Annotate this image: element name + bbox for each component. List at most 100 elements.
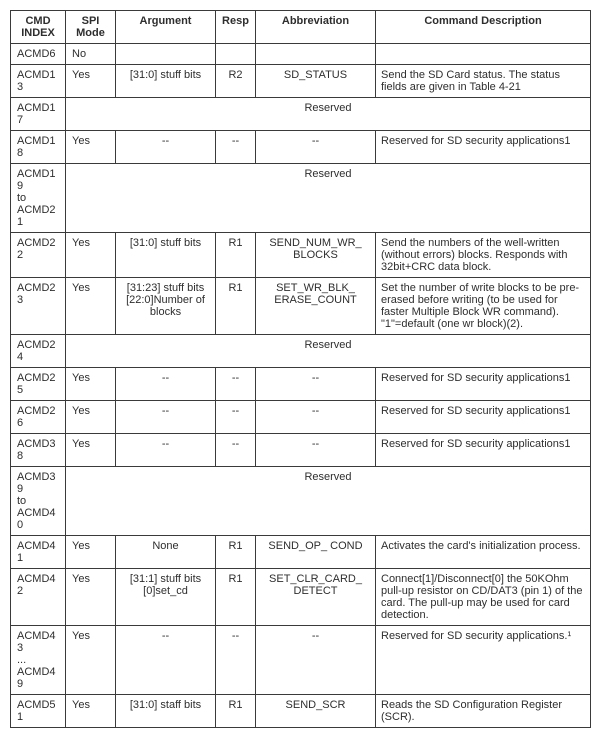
command-description: Reserved for SD security applications1 bbox=[376, 434, 591, 467]
argument: [31:23] stuff bits [22:0]Number of block… bbox=[116, 278, 216, 335]
table-row: ACMD6No bbox=[11, 44, 591, 65]
spi-mode: Yes bbox=[66, 401, 116, 434]
table-row: ACMD41YesNoneR1SEND_OP_ CONDActivates th… bbox=[11, 536, 591, 569]
command-description: Activates the card's initialization proc… bbox=[376, 536, 591, 569]
command-description: Send the numbers of the well-written (wi… bbox=[376, 233, 591, 278]
command-description: Reserved for SD security applications1 bbox=[376, 131, 591, 164]
cmd-index: ACMD41 bbox=[11, 536, 66, 569]
table-row: ACMD51Yes[31:0] staff bitsR1SEND_SCRRead… bbox=[11, 695, 591, 728]
reserved-cell: Reserved bbox=[66, 164, 591, 233]
table-row: ACMD13Yes[31:0] stuff bitsR2SD_STATUSSen… bbox=[11, 65, 591, 98]
resp: R1 bbox=[216, 695, 256, 728]
abbreviation: -- bbox=[256, 131, 376, 164]
table-body: ACMD6NoACMD13Yes[31:0] stuff bitsR2SD_ST… bbox=[11, 44, 591, 728]
spi-mode: Yes bbox=[66, 278, 116, 335]
command-description: Reserved for SD security applications1 bbox=[376, 368, 591, 401]
cmd-index: ACMD38 bbox=[11, 434, 66, 467]
resp: R1 bbox=[216, 233, 256, 278]
spi-mode: Yes bbox=[66, 695, 116, 728]
column-header: Argument bbox=[116, 11, 216, 44]
cmd-index: ACMD13 bbox=[11, 65, 66, 98]
resp: -- bbox=[216, 368, 256, 401]
resp: -- bbox=[216, 131, 256, 164]
argument: -- bbox=[116, 131, 216, 164]
cmd-index: ACMD22 bbox=[11, 233, 66, 278]
command-description: Send the SD Card status. The status fiel… bbox=[376, 65, 591, 98]
argument: [31:0] stuff bits bbox=[116, 233, 216, 278]
argument: -- bbox=[116, 434, 216, 467]
table-row: ACMD24Reserved bbox=[11, 335, 591, 368]
abbreviation: -- bbox=[256, 401, 376, 434]
spi-mode: Yes bbox=[66, 233, 116, 278]
table-row: ACMD23Yes[31:23] stuff bits [22:0]Number… bbox=[11, 278, 591, 335]
resp bbox=[216, 44, 256, 65]
resp: R1 bbox=[216, 536, 256, 569]
cmd-index: ACMD43...ACMD49 bbox=[11, 626, 66, 695]
cmd-index: ACMD6 bbox=[11, 44, 66, 65]
abbreviation: SET_CLR_CARD_ DETECT bbox=[256, 569, 376, 626]
reserved-cell: Reserved bbox=[66, 335, 591, 368]
command-description: Reserved for SD security applications1 bbox=[376, 401, 591, 434]
table-row: ACMD39toACMD40Reserved bbox=[11, 467, 591, 536]
table-row: ACMD18Yes------Reserved for SD security … bbox=[11, 131, 591, 164]
column-header: SPI Mode bbox=[66, 11, 116, 44]
resp: R1 bbox=[216, 278, 256, 335]
abbreviation: SD_STATUS bbox=[256, 65, 376, 98]
spi-mode: Yes bbox=[66, 626, 116, 695]
cmd-index: ACMD51 bbox=[11, 695, 66, 728]
table-row: ACMD43...ACMD49Yes------Reserved for SD … bbox=[11, 626, 591, 695]
table-header-row: CMD INDEXSPI ModeArgumentRespAbbreviatio… bbox=[11, 11, 591, 44]
table-row: ACMD26Yes------Reserved for SD security … bbox=[11, 401, 591, 434]
resp: R1 bbox=[216, 569, 256, 626]
column-header: Abbreviation bbox=[256, 11, 376, 44]
argument: None bbox=[116, 536, 216, 569]
command-description: Reserved for SD security applications.¹ bbox=[376, 626, 591, 695]
argument bbox=[116, 44, 216, 65]
table-row: ACMD19toACMD21Reserved bbox=[11, 164, 591, 233]
cmd-index: ACMD25 bbox=[11, 368, 66, 401]
resp: -- bbox=[216, 434, 256, 467]
column-header: Resp bbox=[216, 11, 256, 44]
spi-mode: Yes bbox=[66, 536, 116, 569]
argument: [31:0] staff bits bbox=[116, 695, 216, 728]
spi-mode: Yes bbox=[66, 434, 116, 467]
argument: [31:0] stuff bits bbox=[116, 65, 216, 98]
cmd-index: ACMD26 bbox=[11, 401, 66, 434]
table-row: ACMD38Yes------Reserved for SD security … bbox=[11, 434, 591, 467]
abbreviation: SEND_OP_ COND bbox=[256, 536, 376, 569]
table-row: ACMD25Yes------Reserved for SD security … bbox=[11, 368, 591, 401]
argument: -- bbox=[116, 368, 216, 401]
column-header: CMD INDEX bbox=[11, 11, 66, 44]
cmd-index: ACMD39toACMD40 bbox=[11, 467, 66, 536]
spi-mode: Yes bbox=[66, 131, 116, 164]
argument: -- bbox=[116, 626, 216, 695]
spi-mode: Yes bbox=[66, 368, 116, 401]
abbreviation: SEND_SCR bbox=[256, 695, 376, 728]
spi-mode: No bbox=[66, 44, 116, 65]
column-header: Command Description bbox=[376, 11, 591, 44]
abbreviation: -- bbox=[256, 626, 376, 695]
command-description: Reads the SD Configuration Register (SCR… bbox=[376, 695, 591, 728]
resp: -- bbox=[216, 626, 256, 695]
cmd-index: ACMD23 bbox=[11, 278, 66, 335]
abbreviation bbox=[256, 44, 376, 65]
abbreviation: -- bbox=[256, 434, 376, 467]
cmd-index: ACMD18 bbox=[11, 131, 66, 164]
abbreviation: SET_WR_BLK_ ERASE_COUNT bbox=[256, 278, 376, 335]
reserved-cell: Reserved bbox=[66, 98, 591, 131]
argument: [31:1] stuff bits [0]set_cd bbox=[116, 569, 216, 626]
command-description: Connect[1]/Disconnect[0] the 50KOhm pull… bbox=[376, 569, 591, 626]
resp: R2 bbox=[216, 65, 256, 98]
reserved-cell: Reserved bbox=[66, 467, 591, 536]
table-row: ACMD42Yes[31:1] stuff bits [0]set_cdR1SE… bbox=[11, 569, 591, 626]
spi-mode: Yes bbox=[66, 65, 116, 98]
command-description: Set the number of write blocks to be pre… bbox=[376, 278, 591, 335]
cmd-index: ACMD42 bbox=[11, 569, 66, 626]
abbreviation: -- bbox=[256, 368, 376, 401]
command-table: CMD INDEXSPI ModeArgumentRespAbbreviatio… bbox=[10, 10, 591, 728]
abbreviation: SEND_NUM_WR_ BLOCKS bbox=[256, 233, 376, 278]
cmd-index: ACMD19toACMD21 bbox=[11, 164, 66, 233]
table-row: ACMD22Yes[31:0] stuff bitsR1SEND_NUM_WR_… bbox=[11, 233, 591, 278]
command-description bbox=[376, 44, 591, 65]
cmd-index: ACMD17 bbox=[11, 98, 66, 131]
